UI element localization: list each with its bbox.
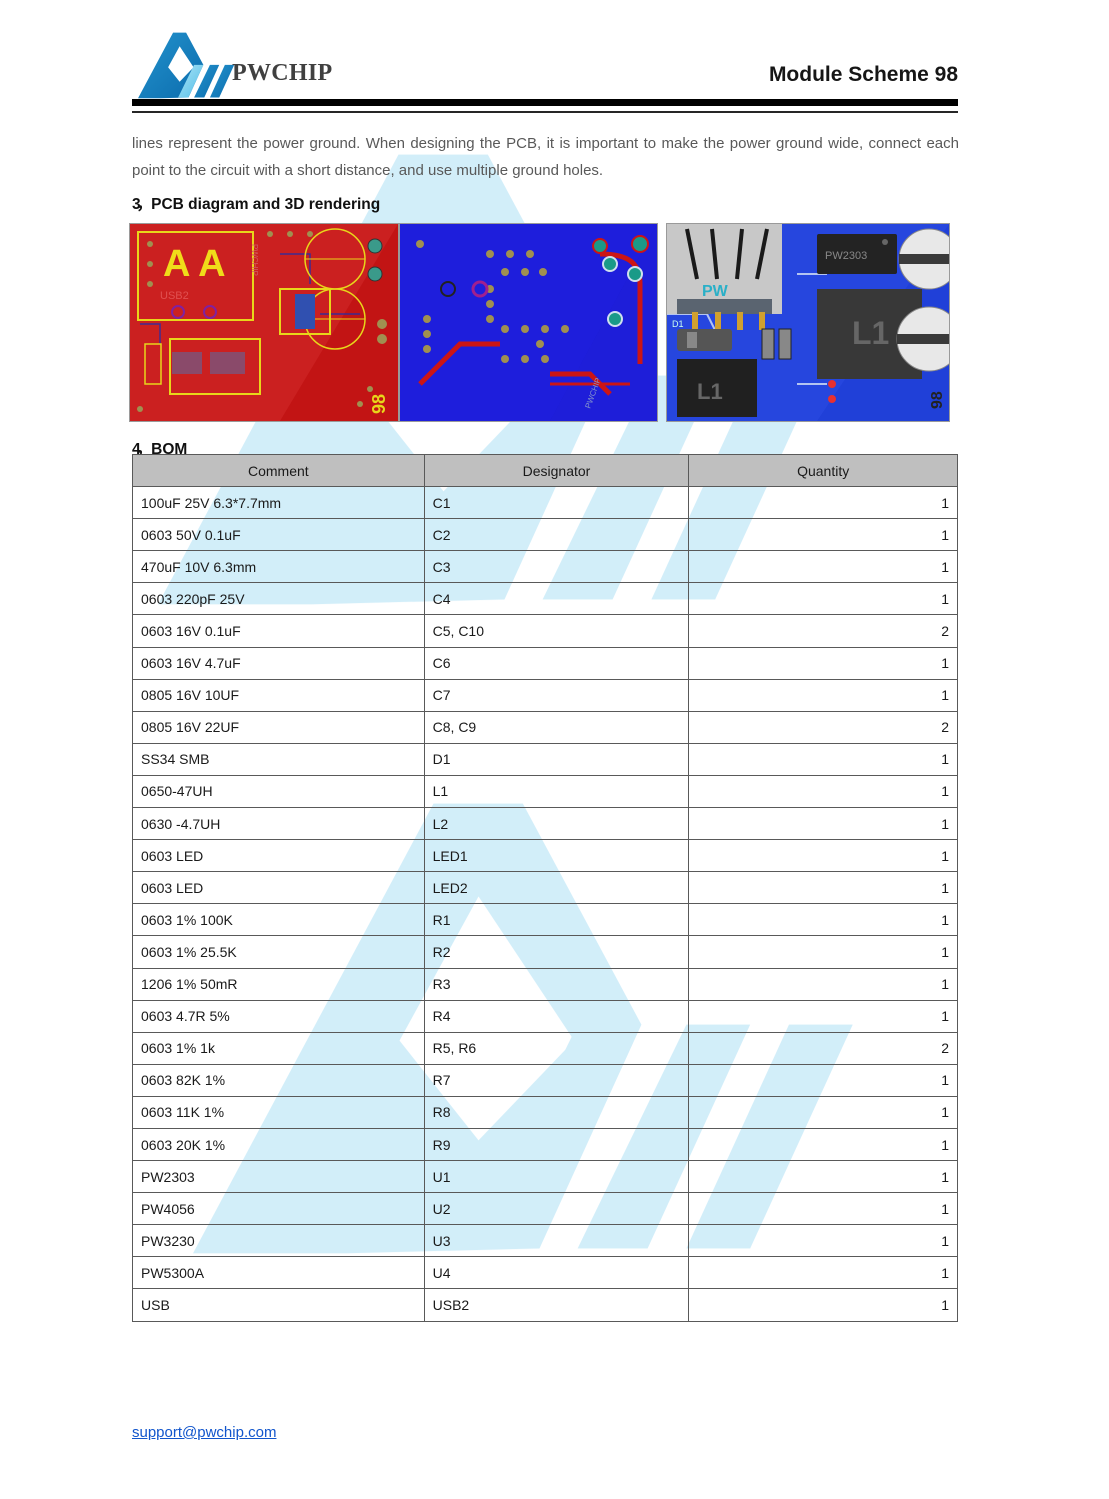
svg-text:L1: L1 (852, 315, 889, 351)
svg-text:A A: A A (163, 243, 226, 285)
svg-text:98: 98 (369, 394, 389, 414)
svg-text:PW: PW (702, 283, 729, 300)
svg-text:PWCHIP: PWCHIP (250, 244, 259, 276)
svg-text:L1: L1 (697, 379, 723, 404)
svg-text:USB2: USB2 (160, 290, 189, 302)
svg-text:98: 98 (929, 391, 946, 409)
svg-text:D1: D1 (672, 319, 684, 329)
svg-text:PW2303: PW2303 (825, 250, 867, 262)
